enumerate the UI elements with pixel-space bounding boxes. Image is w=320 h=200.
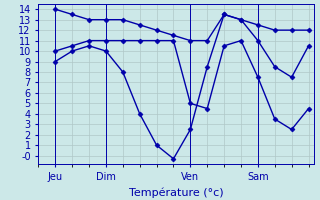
X-axis label: Température (°c): Température (°c) xyxy=(129,187,223,198)
